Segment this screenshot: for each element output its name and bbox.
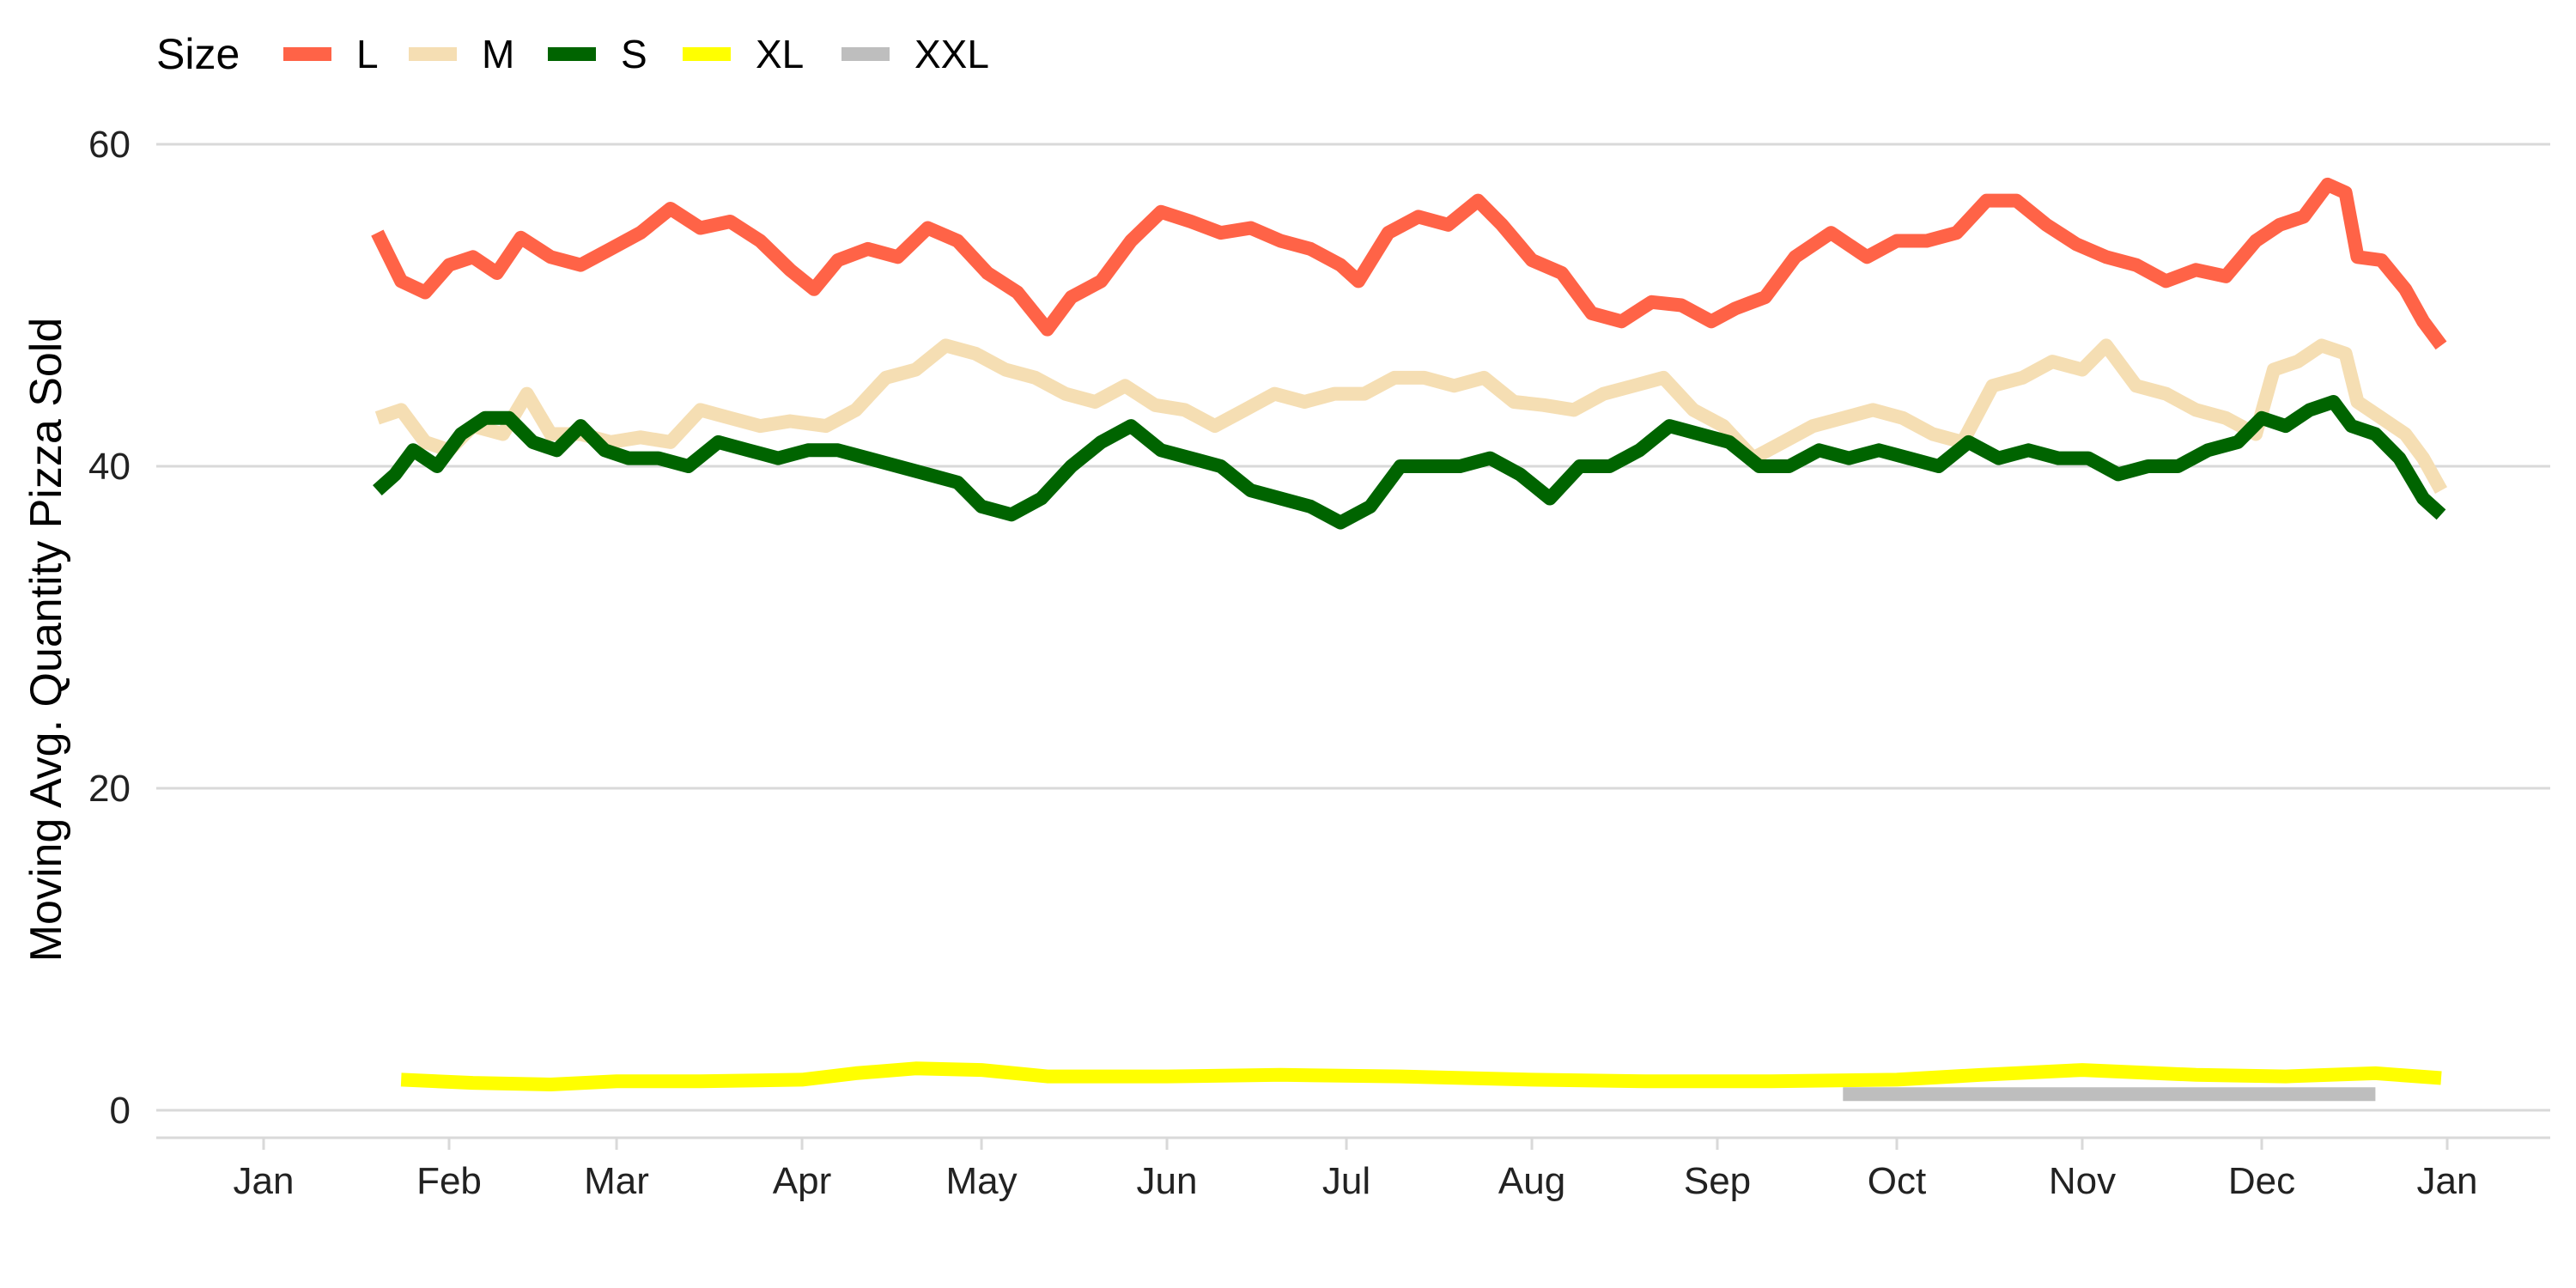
- legend: Size L M S XL XXL: [156, 30, 989, 78]
- gridlines: [156, 143, 2550, 1112]
- series-line-s: [373, 395, 2446, 530]
- legend-label: XL: [756, 32, 804, 76]
- y-tick-label: 60: [88, 124, 131, 166]
- x-tick-label: Oct: [1868, 1160, 1926, 1202]
- series-line-m: [374, 338, 2447, 494]
- y-axis-title: Moving Avg. Quantity Pizza Sold: [21, 318, 71, 963]
- x-tick-label: Dec: [2228, 1160, 2295, 1202]
- x-tick-label: Feb: [416, 1160, 482, 1202]
- legend-item-l: L: [283, 32, 379, 76]
- series-lines: [371, 177, 2447, 1102]
- legend-label: L: [356, 32, 379, 76]
- x-tick-label: Aug: [1498, 1160, 1565, 1202]
- x-tick-label: Jun: [1137, 1160, 1198, 1202]
- y-tick-label: 0: [110, 1090, 131, 1132]
- x-axis-ticks: Jan Feb Mar Apr May Jun Jul Aug Sep Oct Nov Dec Jan: [156, 1136, 2550, 1202]
- x-tick-label: May: [945, 1160, 1017, 1202]
- x-tick-label: Jan: [234, 1160, 295, 1202]
- legend-item-xl: XL: [683, 32, 804, 76]
- x-tick-label: Mar: [584, 1160, 649, 1202]
- y-tick-label: 40: [88, 446, 131, 488]
- x-tick-label: Nov: [2049, 1160, 2116, 1202]
- legend-item-m: M: [409, 32, 514, 76]
- legend-item-xxl: XXL: [841, 32, 989, 76]
- y-tick-label: 20: [88, 768, 131, 810]
- legend-title: Size: [156, 30, 240, 78]
- y-axis-ticks: 0 20 40 60: [88, 124, 131, 1132]
- legend-item-s: S: [548, 32, 647, 76]
- x-tick-label: Jul: [1322, 1160, 1370, 1202]
- series-line-l: [371, 177, 2447, 350]
- legend-label: M: [482, 32, 514, 76]
- legend-label: XXL: [914, 32, 989, 76]
- legend-label: S: [621, 32, 647, 76]
- series-line-xl: [400, 1061, 2442, 1091]
- x-tick-label: Jan: [2417, 1160, 2478, 1202]
- x-tick-label: Apr: [773, 1160, 831, 1202]
- x-tick-label: Sep: [1684, 1160, 1751, 1202]
